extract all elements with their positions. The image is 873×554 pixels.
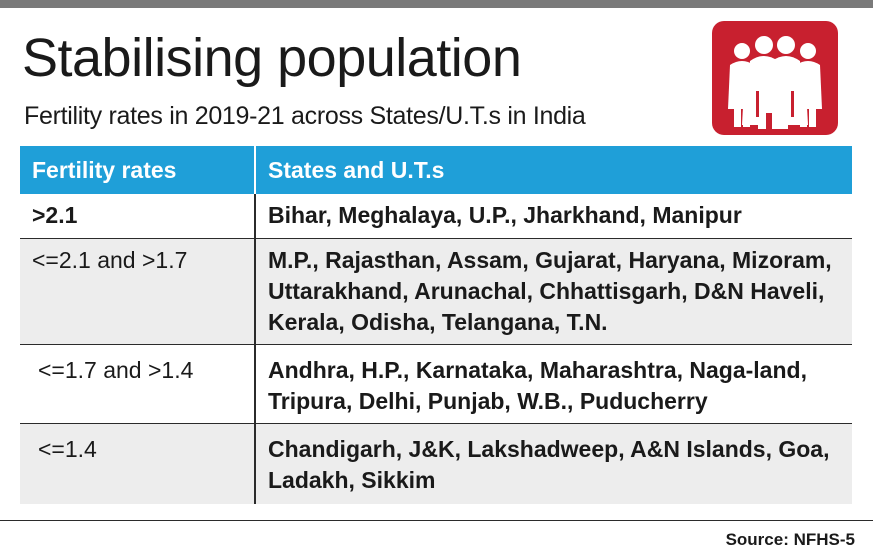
states-cell: Bihar, Meghalaya, U.P., Jharkhand, Manip… — [255, 194, 852, 239]
states-cell: Andhra, H.P., Karnataka, Maharashtra, Na… — [255, 344, 852, 424]
page-title: Stabilising population — [22, 28, 522, 88]
top-bar — [0, 0, 873, 8]
rate-cell: >2.1 — [20, 194, 256, 239]
table-row: <=2.1 and >1.7 M.P., Rajasthan, Assam, G… — [20, 238, 852, 345]
source-note: Source: NFHS-5 — [725, 530, 855, 549]
fertility-table: Fertility rates States and U.T.s >2.1 Bi… — [20, 146, 852, 504]
table-row: <=1.4 Chandigarh, J&K, Lakshadweep, A&N … — [20, 423, 852, 504]
family-logo — [712, 21, 838, 135]
footer-divider — [0, 520, 873, 521]
rate-cell: <=1.7 and >1.4 — [20, 344, 256, 424]
column-header-states: States and U.T.s — [255, 146, 852, 194]
column-header-fertility-rates: Fertility rates — [20, 146, 256, 194]
states-cell: Chandigarh, J&K, Lakshadweep, A&N Island… — [255, 423, 852, 504]
table-row: >2.1 Bihar, Meghalaya, U.P., Jharkhand, … — [20, 194, 852, 239]
states-cell: M.P., Rajasthan, Assam, Gujarat, Haryana… — [255, 238, 852, 345]
family-icon — [728, 36, 822, 129]
table-header-row: Fertility rates States and U.T.s — [20, 146, 852, 194]
rate-cell: <=2.1 and >1.7 — [20, 238, 256, 345]
rate-cell: <=1.4 — [20, 423, 256, 504]
table-row: <=1.7 and >1.4 Andhra, H.P., Karnataka, … — [20, 344, 852, 424]
page-subtitle: Fertility rates in 2019-21 across States… — [24, 102, 586, 130]
